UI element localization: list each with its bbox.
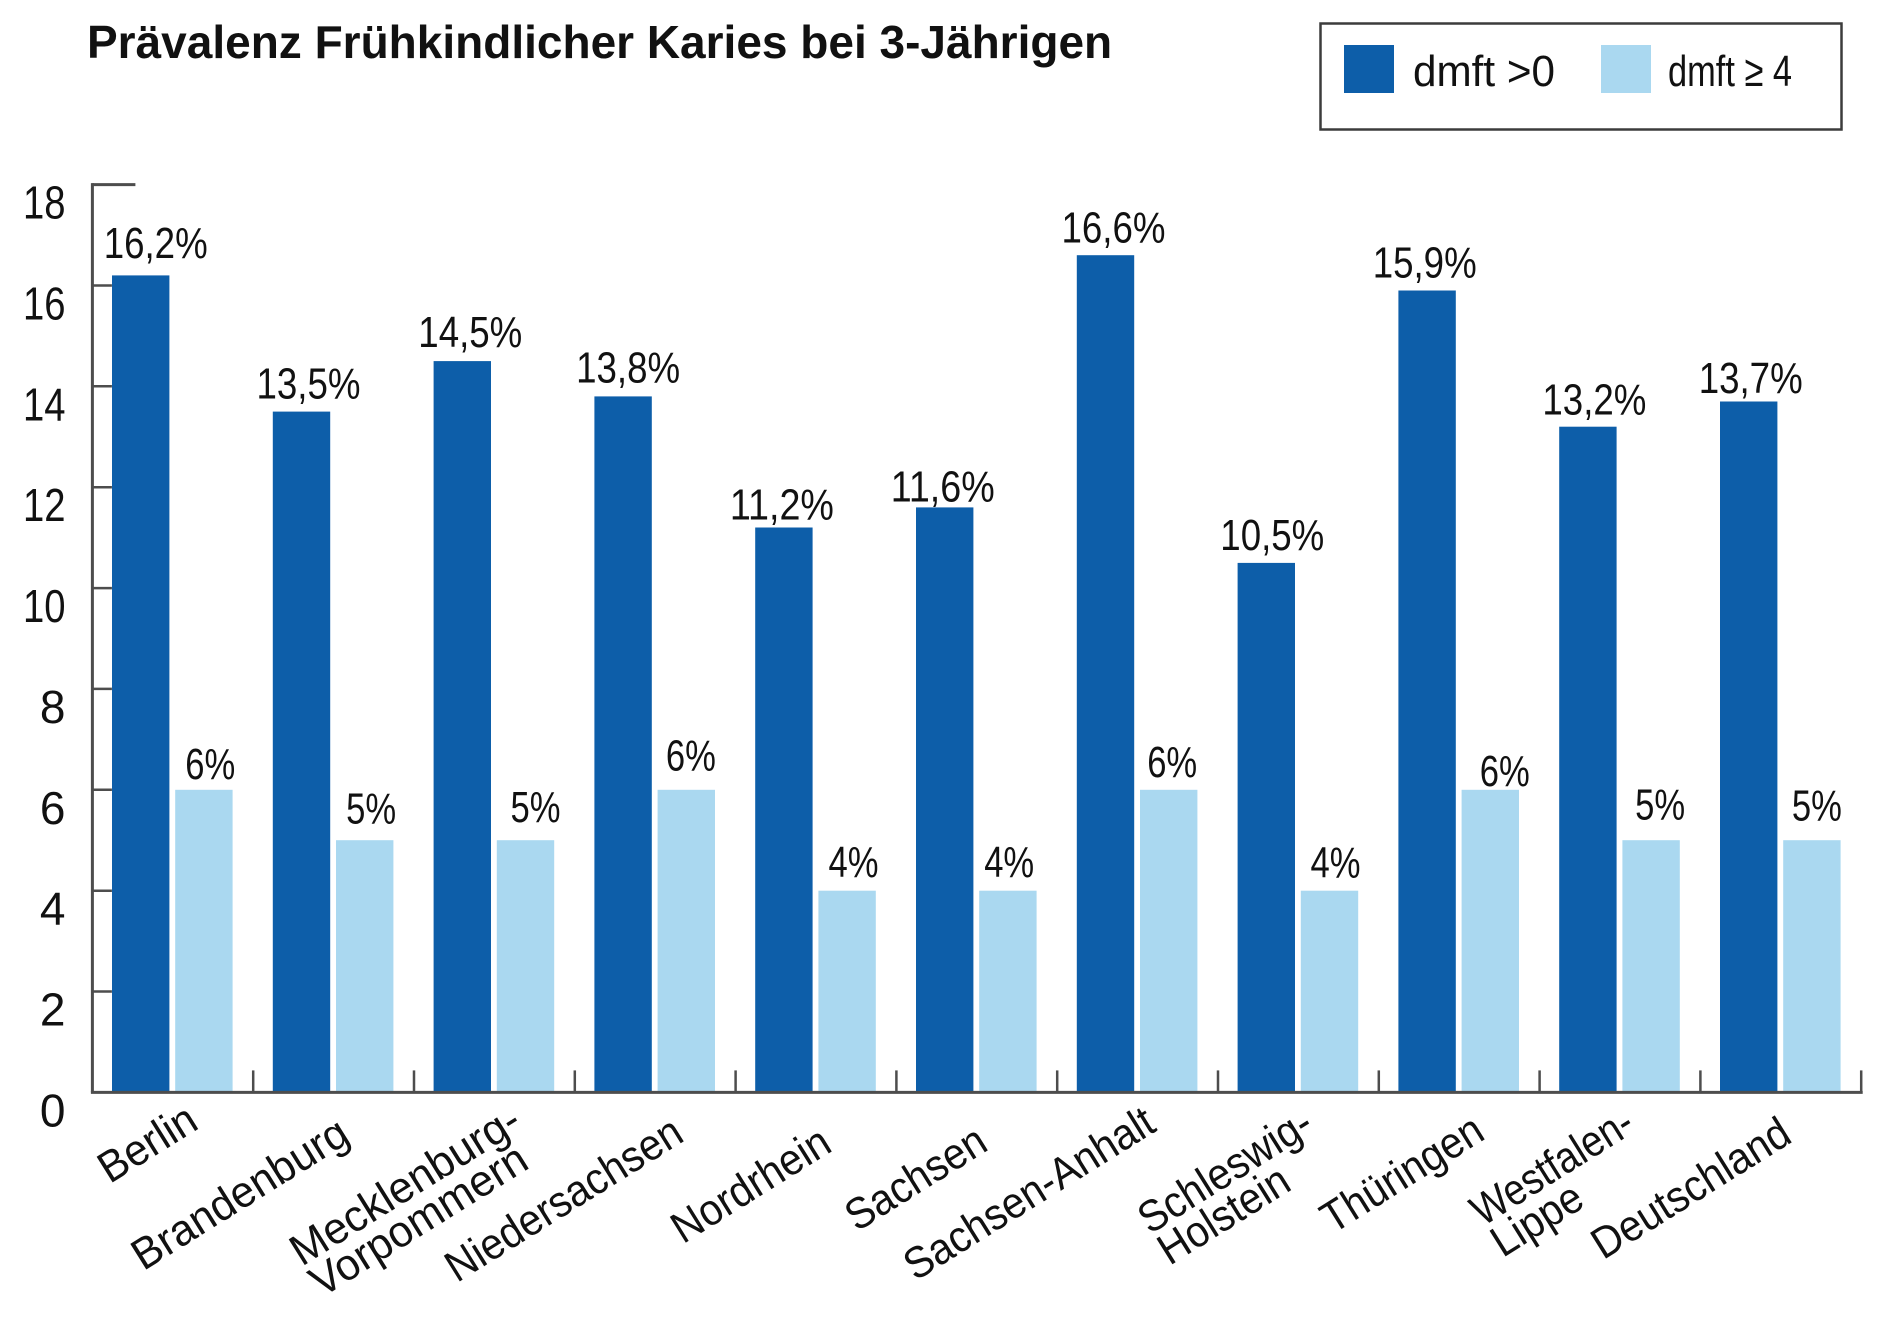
svg-text:0: 0 [40, 1084, 66, 1136]
svg-text:14,5%: 14,5% [418, 308, 522, 357]
svg-text:6%: 6% [1480, 747, 1530, 796]
svg-text:11,2%: 11,2% [730, 481, 834, 530]
svg-text:4%: 4% [984, 838, 1034, 887]
svg-text:11,6%: 11,6% [891, 462, 995, 511]
svg-text:Prävalenz Frühkindlicher Karie: Prävalenz Frühkindlicher Karies bei 3-Jä… [87, 16, 1112, 68]
svg-text:13,5%: 13,5% [257, 360, 361, 409]
svg-text:15,9%: 15,9% [1373, 239, 1477, 288]
svg-text:16,6%: 16,6% [1062, 204, 1166, 253]
svg-text:4%: 4% [1311, 839, 1361, 888]
svg-text:12: 12 [23, 479, 66, 531]
svg-text:5%: 5% [511, 783, 561, 832]
svg-text:10,5%: 10,5% [1220, 511, 1324, 560]
svg-text:18: 18 [23, 177, 66, 229]
svg-text:dmft ≥ 4: dmft ≥ 4 [1668, 47, 1792, 96]
svg-text:16: 16 [23, 278, 66, 330]
svg-text:14: 14 [23, 378, 66, 430]
svg-text:4: 4 [40, 883, 66, 935]
svg-text:6%: 6% [666, 731, 716, 780]
svg-text:13,8%: 13,8% [576, 343, 680, 392]
svg-text:16,2%: 16,2% [104, 219, 208, 268]
svg-text:dmft >0: dmft >0 [1413, 47, 1555, 96]
svg-text:5%: 5% [346, 785, 396, 834]
svg-text:4%: 4% [829, 838, 879, 887]
svg-text:5%: 5% [1635, 781, 1685, 830]
svg-text:8: 8 [40, 681, 66, 733]
svg-text:13,7%: 13,7% [1699, 354, 1803, 403]
svg-text:2: 2 [40, 984, 66, 1036]
svg-text:6%: 6% [1147, 738, 1197, 787]
svg-text:13,2%: 13,2% [1542, 376, 1646, 425]
svg-text:5%: 5% [1792, 781, 1842, 830]
svg-text:10: 10 [23, 580, 66, 632]
svg-text:6: 6 [40, 782, 66, 834]
svg-text:6%: 6% [185, 740, 235, 789]
